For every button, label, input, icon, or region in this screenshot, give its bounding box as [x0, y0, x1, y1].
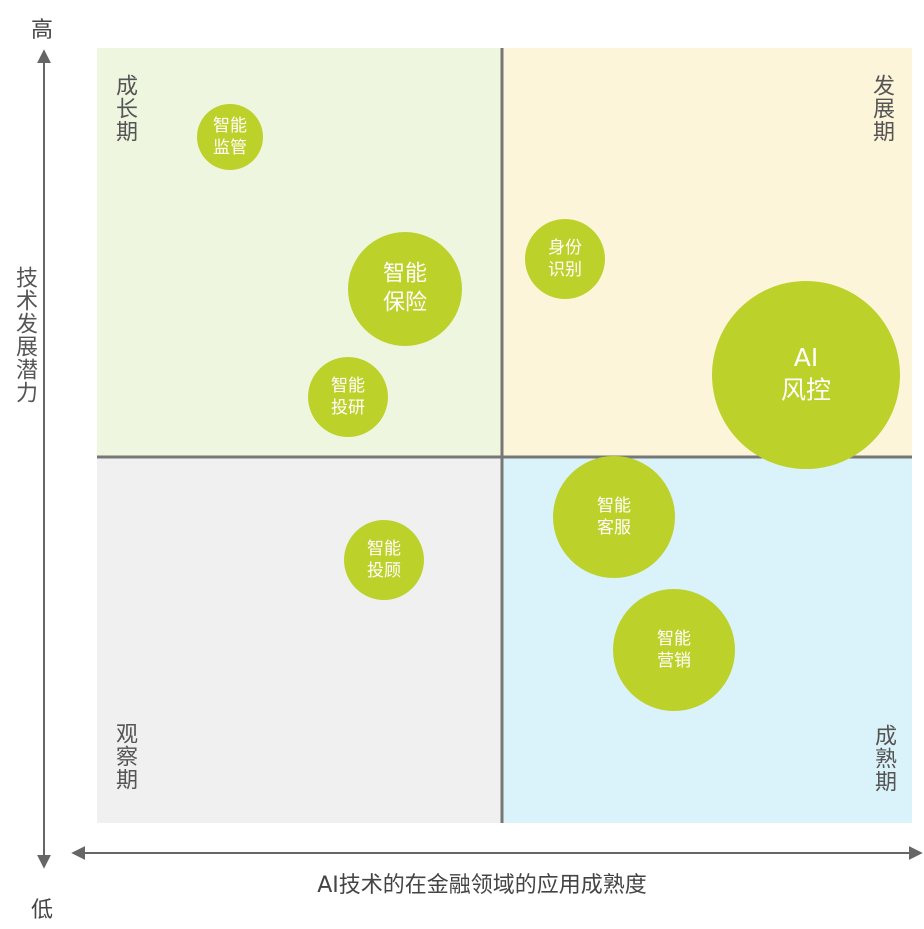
axis-top: 高 — [31, 18, 54, 43]
bubble-label: 保险 — [383, 290, 427, 315]
bubble-label: AI — [794, 343, 818, 372]
bubble — [553, 456, 675, 578]
quadrant-label: 成熟期 — [871, 724, 896, 793]
bubble-label: 风控 — [781, 375, 831, 404]
bubble-label: 智能 — [331, 376, 365, 396]
bubble-label: 投研 — [331, 398, 365, 418]
quadrant-label: 观察期 — [112, 722, 137, 791]
bubble-label: 监管 — [213, 138, 247, 158]
bubble — [712, 281, 900, 469]
axis-bottom: 低 — [31, 898, 54, 923]
bubble — [308, 357, 388, 437]
bubble-label: 智能 — [367, 539, 401, 559]
bubble — [197, 104, 263, 170]
quadrant-label: 成长期 — [112, 74, 137, 143]
bubble-label: 投顾 — [367, 561, 401, 581]
bubble-label: 智能 — [383, 262, 427, 287]
bubble-label: 客服 — [597, 518, 631, 538]
bubble-label: 智能 — [657, 629, 691, 649]
quadrant-bg — [97, 457, 502, 823]
bubble — [613, 589, 735, 711]
bubble-label: 识别 — [548, 260, 582, 280]
bubble — [344, 520, 424, 600]
bubble-label: 营销 — [657, 651, 691, 671]
bubble — [525, 219, 605, 299]
y-label: 技术发展潜力 — [12, 266, 37, 404]
bubble — [348, 232, 462, 346]
bubble-label: 智能 — [213, 116, 247, 136]
x-label: AI技术的在金融领域的应用成熟度 — [317, 873, 647, 898]
quadrant-label: 发展期 — [869, 74, 894, 143]
bubble-label: 智能 — [597, 496, 631, 516]
bubble-label: 身份 — [548, 238, 582, 258]
